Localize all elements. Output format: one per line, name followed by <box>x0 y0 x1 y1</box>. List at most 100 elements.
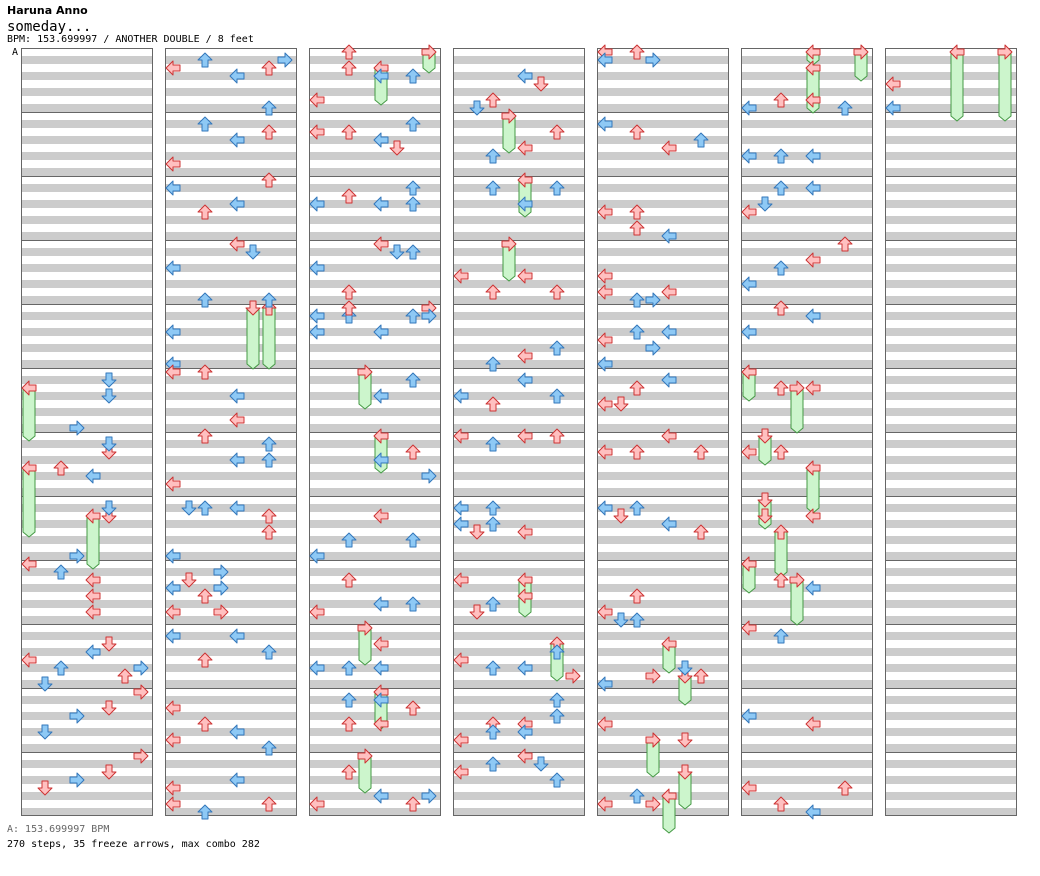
note-up-arrow-icon <box>53 564 69 580</box>
note-up-arrow-icon <box>485 396 501 412</box>
note-left-arrow-icon <box>453 388 469 404</box>
beat-band <box>741 280 873 288</box>
beat-band <box>597 584 729 592</box>
beat-band <box>21 200 153 208</box>
beat-band <box>309 744 441 752</box>
note-down-arrow-icon <box>101 436 117 452</box>
beat-band <box>21 376 153 384</box>
beat-band <box>165 120 297 128</box>
beat-band <box>597 712 729 720</box>
note-left-arrow-icon <box>309 260 325 276</box>
note-up-arrow-icon <box>197 500 213 516</box>
beat-band <box>597 504 729 512</box>
beat-band <box>21 488 153 496</box>
note-left-arrow-icon <box>309 660 325 676</box>
note-up-arrow-icon <box>485 436 501 452</box>
note-left-arrow-icon <box>805 252 821 268</box>
beat-band <box>597 88 729 96</box>
beat-band <box>309 552 441 560</box>
beat-band <box>453 504 585 512</box>
note-up-arrow-icon <box>405 180 421 196</box>
note-left-arrow-icon <box>373 636 389 652</box>
note-left-arrow-icon <box>741 620 757 636</box>
beat-band <box>597 776 729 784</box>
freeze-arrow <box>85 508 101 570</box>
beat-band <box>165 808 297 816</box>
beat-band <box>309 168 441 176</box>
beat-band <box>597 344 729 352</box>
beat-band <box>885 616 1017 624</box>
beat-band <box>165 88 297 96</box>
note-up-arrow-icon <box>837 100 853 116</box>
note-up-arrow-icon <box>341 764 357 780</box>
note-right-arrow-icon <box>69 548 85 564</box>
beat-band <box>885 168 1017 176</box>
note-left-arrow-icon <box>373 196 389 212</box>
note-right-arrow-icon <box>133 684 149 700</box>
note-left-arrow-icon <box>165 180 181 196</box>
note-up-arrow-icon <box>261 452 277 468</box>
beat-band <box>597 72 729 80</box>
beat-band <box>741 440 873 448</box>
beat-band <box>165 408 297 416</box>
freeze-body <box>950 51 964 122</box>
beat-band <box>309 56 441 64</box>
note-right-arrow-icon <box>213 580 229 596</box>
freeze-arrow <box>21 460 37 538</box>
note-right-arrow-icon <box>421 308 437 324</box>
note-left-arrow-icon <box>517 588 533 604</box>
note-left-arrow-icon <box>517 348 533 364</box>
note-down-arrow-icon <box>101 500 117 516</box>
beat-band <box>21 104 153 112</box>
note-up-arrow-icon <box>197 364 213 380</box>
note-left-arrow-icon <box>517 196 533 212</box>
beat-band <box>453 232 585 240</box>
note-down-arrow-icon <box>533 756 549 772</box>
beat-band <box>21 72 153 80</box>
freeze-head-down-arrow-icon <box>757 492 773 508</box>
freeze-arrow <box>21 380 37 442</box>
beat-band <box>885 392 1017 400</box>
note-left-arrow-icon <box>597 356 613 372</box>
note-left-arrow-icon <box>805 716 821 732</box>
column-border <box>453 48 585 816</box>
note-left-arrow-icon <box>309 308 325 324</box>
note-left-arrow-icon <box>741 276 757 292</box>
beat-band <box>309 488 441 496</box>
beat-band <box>597 248 729 256</box>
note-left-arrow-icon <box>229 196 245 212</box>
column-border <box>885 48 1017 816</box>
note-up-arrow-icon <box>773 444 789 460</box>
note-left-arrow-icon <box>597 396 613 412</box>
note-up-arrow-icon <box>773 148 789 164</box>
beat-band <box>309 232 441 240</box>
note-up-arrow-icon <box>405 196 421 212</box>
beat-band <box>885 776 1017 784</box>
beat-band <box>453 120 585 128</box>
note-up-arrow-icon <box>693 668 709 684</box>
note-down-arrow-icon <box>677 732 693 748</box>
note-left-arrow-icon <box>517 660 533 676</box>
beat-band <box>21 296 153 304</box>
beat-band <box>165 168 297 176</box>
beat-band <box>597 728 729 736</box>
beat-band <box>885 216 1017 224</box>
note-up-arrow-icon <box>341 188 357 204</box>
beat-band <box>741 520 873 528</box>
beat-band <box>741 360 873 368</box>
beat-band <box>741 200 873 208</box>
beat-band <box>21 344 153 352</box>
note-left-arrow-icon <box>85 644 101 660</box>
note-right-arrow-icon <box>421 468 437 484</box>
note-left-arrow-icon <box>21 652 37 668</box>
freeze-arrow <box>949 44 965 122</box>
note-down-arrow-icon <box>101 764 117 780</box>
note-left-arrow-icon <box>165 580 181 596</box>
beat-band <box>453 344 585 352</box>
beat-band <box>885 744 1017 752</box>
note-down-arrow-icon <box>389 140 405 156</box>
freeze-head-right-arrow-icon <box>789 572 805 588</box>
beat-band <box>885 136 1017 144</box>
freeze-body <box>86 515 100 570</box>
beat-band <box>309 616 441 624</box>
